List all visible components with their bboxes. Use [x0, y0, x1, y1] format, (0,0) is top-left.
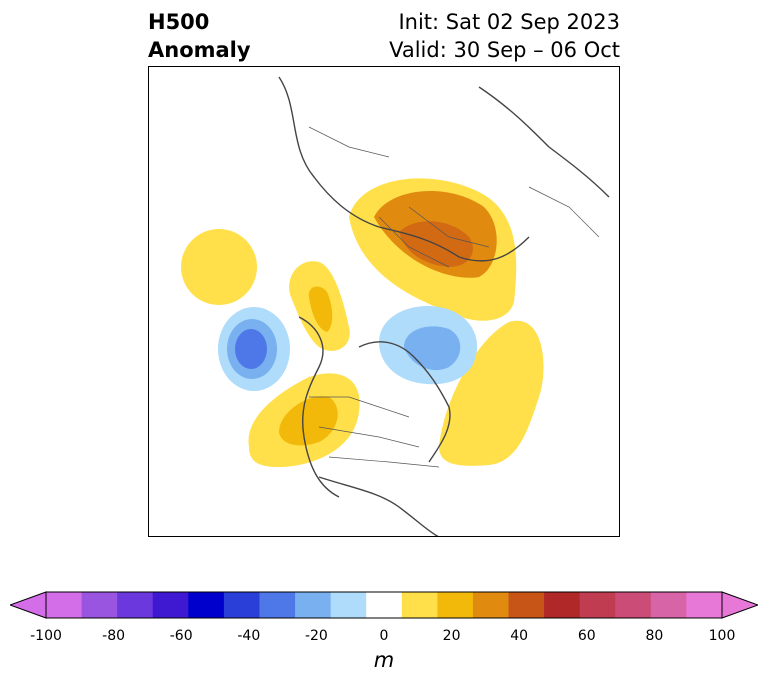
anomaly-alaska-positive-20	[308, 286, 333, 332]
colorbar-segment	[437, 592, 474, 618]
colorbar-segment	[615, 592, 652, 618]
colorbar-tick-label: -40	[237, 628, 261, 644]
colorbar-tick-label: -60	[169, 628, 193, 644]
colorbar-segment	[259, 592, 296, 618]
map-panel	[148, 66, 620, 537]
anomaly-arctic-negative-20	[404, 326, 461, 371]
colorbar-segment	[508, 592, 545, 618]
colorbar-extend-high	[721, 591, 758, 619]
colorbar-unit: m	[373, 648, 395, 672]
title-left: H500 Anomaly	[148, 8, 251, 64]
colorbar-segment	[330, 592, 367, 618]
colorbar-tick-label: -20	[304, 628, 328, 644]
colorbar	[10, 591, 758, 619]
anomaly-atlantic-positive	[439, 320, 544, 466]
colorbar-tick-label: -100	[30, 628, 62, 644]
colorbar-tick-label: -80	[102, 628, 126, 644]
colorbar-segment	[188, 592, 225, 618]
colorbar-segment	[152, 592, 189, 618]
positive-anomalies	[181, 178, 544, 467]
valid-time: Valid: 30 Sep – 06 Oct	[389, 38, 620, 62]
colorbar-segment	[295, 592, 332, 618]
anomaly-map	[181, 76, 610, 536]
colorbar-segment	[686, 592, 723, 618]
anomaly-western-na-positive-20	[279, 396, 338, 446]
colorbar-segment	[401, 592, 438, 618]
colorbar-segment	[117, 592, 154, 618]
variable-subtitle: Anomaly	[148, 38, 251, 62]
anomaly-west-pacific-positive	[181, 229, 257, 305]
colorbar-tick-label: 0	[379, 628, 389, 644]
colorbar-segment	[366, 592, 403, 618]
variable-title: H500	[148, 10, 210, 34]
coastlines	[278, 76, 610, 536]
colorbar-segment	[223, 592, 260, 618]
colorbar-border	[45, 591, 723, 619]
colorbar-segment	[81, 592, 118, 618]
colorbar-segment	[472, 592, 510, 618]
colorbar-tick-label: 40	[510, 628, 529, 644]
title-right: Init: Sat 02 Sep 2023 Valid: 30 Sep – 06…	[389, 8, 620, 64]
colorbar-segment	[544, 592, 581, 618]
colorbar-tick-label: 80	[645, 628, 664, 644]
colorbar-tick-label: 20	[442, 628, 461, 644]
colorbar-segment	[579, 592, 616, 618]
colorbar-segment	[650, 592, 687, 618]
colorbar-segment	[46, 592, 83, 618]
negative-anomalies	[218, 306, 478, 391]
political-borders	[308, 126, 600, 468]
init-time: Init: Sat 02 Sep 2023	[398, 10, 620, 34]
colorbar-extend-low	[10, 591, 47, 619]
colorbar-tick-label: 100	[708, 628, 736, 644]
colorbar-tick-label: 60	[577, 628, 596, 644]
anomaly-gulf-alaska-negative-40	[235, 329, 267, 369]
